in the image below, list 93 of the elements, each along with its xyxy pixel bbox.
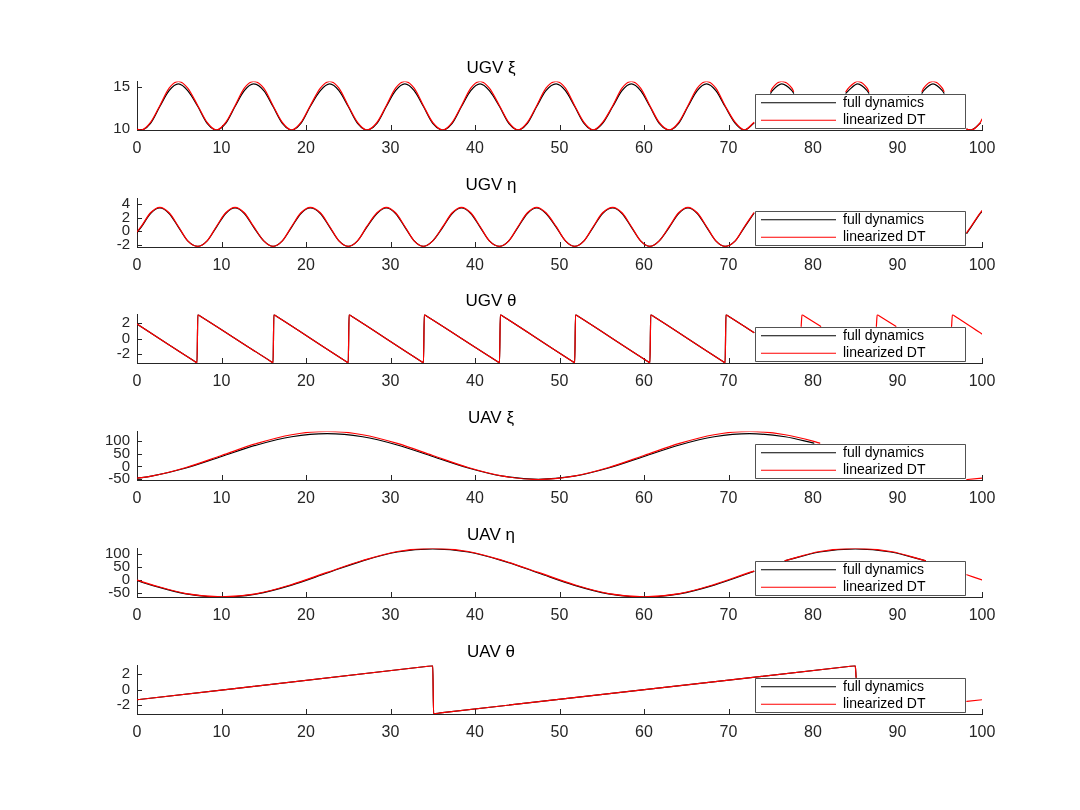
x-tick-label: 80	[804, 606, 822, 624]
x-tick-label: 60	[635, 489, 653, 507]
x-tick-label: 60	[635, 606, 653, 624]
text: full dynamics	[843, 210, 924, 227]
series-label: linearized DT	[843, 578, 926, 595]
x-tick-label: 90	[888, 606, 907, 624]
x-tick-label: 70	[719, 372, 738, 390]
x-tick-label: 0	[132, 139, 142, 157]
x-tick-label: 90	[888, 139, 907, 157]
x-tick-label: 30	[381, 723, 400, 741]
x-tick-label: 60	[635, 256, 653, 274]
x-tick-label: 70	[719, 256, 738, 274]
x-tick-label: 70	[719, 723, 738, 741]
chart-title: UGV θ	[465, 290, 517, 310]
x-tick-label: 50	[550, 139, 569, 157]
x-tick-label: 50	[550, 723, 569, 741]
x-tick-label: 90	[888, 372, 907, 390]
x-tick-label: 20	[297, 723, 315, 741]
x-tick-label: 80	[804, 256, 822, 274]
x-tick-label: 70	[719, 606, 738, 624]
x-tick-label: 0	[132, 372, 142, 390]
x-tick-label: 100	[968, 372, 996, 390]
x-tick-label: 100	[968, 723, 996, 741]
x-tick-label: 80	[804, 723, 822, 741]
x-tick-label: 30	[381, 256, 400, 274]
series-label: linearized DT	[843, 695, 926, 712]
x-tick-label: 60	[635, 139, 653, 157]
x-tick-label: 60	[635, 723, 653, 741]
x-tick-label: 100	[968, 489, 996, 507]
y-tick-label: 10	[113, 119, 130, 137]
x-tick-label: 50	[550, 256, 569, 274]
x-tick-label: 40	[466, 489, 484, 507]
x-tick-label: 90	[888, 489, 907, 507]
x-tick-label: 10	[212, 139, 231, 157]
x-tick-label: 40	[466, 139, 484, 157]
x-tick-label: 70	[719, 489, 738, 507]
x-tick-label: 30	[381, 606, 400, 624]
x-tick-label: 0	[132, 489, 142, 507]
chart-title: UGV ξ	[466, 57, 516, 77]
y-tick-label: 2	[121, 664, 130, 682]
x-tick-label: 20	[297, 606, 315, 624]
y-tick-label: -2	[116, 344, 130, 362]
x-tick-label: 40	[466, 606, 484, 624]
x-tick-label: 100	[968, 139, 996, 157]
x-tick-label: 80	[804, 139, 822, 157]
x-tick-label: 80	[804, 372, 822, 390]
x-tick-label: 100	[968, 256, 996, 274]
x-tick-label: 40	[466, 372, 484, 390]
y-tick-label: 0	[121, 328, 130, 346]
x-tick-label: 20	[297, 372, 315, 390]
x-tick-label: 70	[719, 139, 738, 157]
x-tick-label: 0	[132, 606, 142, 624]
y-tick-label: 15	[113, 77, 130, 95]
text: linearized DT	[843, 228, 926, 245]
x-tick-label: 10	[212, 372, 231, 390]
x-tick-label: 10	[212, 256, 231, 274]
y-tick-label: 100	[104, 431, 130, 448]
x-tick-label: 0	[132, 256, 142, 274]
x-tick-label: 10	[212, 723, 231, 741]
series-label: full dynamics	[843, 560, 924, 577]
x-tick-label: 50	[550, 606, 569, 624]
x-tick-label: 30	[381, 489, 400, 507]
series-label: linearized DT	[843, 111, 926, 128]
x-tick-label: 50	[550, 372, 569, 390]
x-tick-label: 80	[804, 489, 822, 507]
x-tick-label: 20	[297, 489, 315, 507]
x-tick-label: 10	[212, 489, 231, 507]
x-tick-label: 40	[466, 723, 484, 741]
chart-title: UGV η	[465, 174, 517, 194]
chart-title: UAV η	[467, 524, 515, 544]
y-tick-label: 0	[121, 679, 130, 697]
x-tick-label: 0	[132, 723, 142, 741]
x-tick-label: 30	[381, 372, 400, 390]
x-tick-label: 90	[888, 256, 907, 274]
series-label: linearized DT	[843, 344, 926, 361]
y-tick-label: -2	[116, 695, 130, 713]
x-tick-label: 90	[888, 723, 907, 741]
x-tick-label: 20	[297, 139, 315, 157]
x-tick-label: 20	[297, 256, 315, 274]
x-tick-label: 50	[550, 489, 569, 507]
y-tick-label: 2	[121, 313, 130, 331]
series-label: full dynamics	[843, 93, 924, 110]
x-tick-label: 40	[466, 256, 484, 274]
text: full dynamics	[843, 326, 924, 343]
x-tick-label: 60	[635, 372, 653, 390]
text: linearized DT	[843, 461, 926, 478]
x-tick-label: 10	[212, 606, 231, 624]
chart-title: UAV θ	[467, 641, 515, 661]
x-tick-label: 30	[381, 139, 400, 157]
x-tick-label: 100	[968, 606, 996, 624]
text: full dynamics	[843, 443, 924, 460]
series-label: full dynamics	[843, 677, 924, 694]
chart-title: UAV ξ	[467, 407, 515, 427]
